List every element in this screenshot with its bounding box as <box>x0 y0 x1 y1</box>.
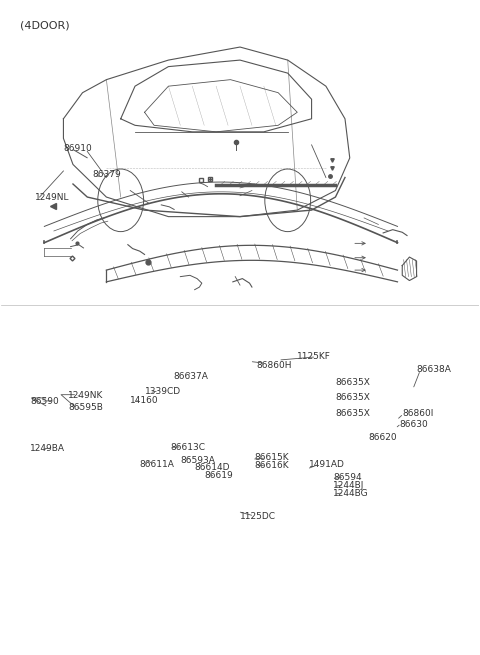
Text: 1249NK: 1249NK <box>68 391 104 400</box>
Text: 1244BJ: 1244BJ <box>333 481 364 490</box>
Text: 86860H: 86860H <box>257 361 292 370</box>
Text: 1249BA: 1249BA <box>30 443 65 453</box>
Text: 1125DC: 1125DC <box>240 512 276 521</box>
Text: 14160: 14160 <box>130 396 159 405</box>
Text: 86594: 86594 <box>333 473 362 482</box>
Text: 1491AD: 1491AD <box>309 460 345 469</box>
Text: 1244BG: 1244BG <box>333 489 369 498</box>
Text: 86637A: 86637A <box>173 372 208 381</box>
Text: 86590: 86590 <box>30 397 59 405</box>
Text: 86635X: 86635X <box>336 394 370 402</box>
Text: 1249NL: 1249NL <box>35 193 69 202</box>
Text: 86630: 86630 <box>400 420 429 428</box>
Text: 86613C: 86613C <box>171 443 206 452</box>
Text: 86860I: 86860I <box>402 409 433 418</box>
Text: (4DOOR): (4DOOR) <box>21 21 70 31</box>
Text: 86611A: 86611A <box>140 460 175 469</box>
Text: 86615K: 86615K <box>254 453 289 462</box>
Text: 86635X: 86635X <box>336 409 370 418</box>
Text: 1339CD: 1339CD <box>144 387 180 396</box>
Text: 86619: 86619 <box>204 471 233 480</box>
Text: 86616K: 86616K <box>254 461 289 470</box>
Text: 86635X: 86635X <box>336 379 370 388</box>
Text: 86379: 86379 <box>92 170 121 179</box>
Text: 86595B: 86595B <box>68 403 103 411</box>
Text: 86620: 86620 <box>369 432 397 441</box>
Text: 86614D: 86614D <box>195 463 230 472</box>
Text: 86593A: 86593A <box>180 456 215 465</box>
Text: 86638A: 86638A <box>417 365 452 375</box>
Text: 86910: 86910 <box>63 143 92 153</box>
Text: 1125KF: 1125KF <box>297 352 331 362</box>
